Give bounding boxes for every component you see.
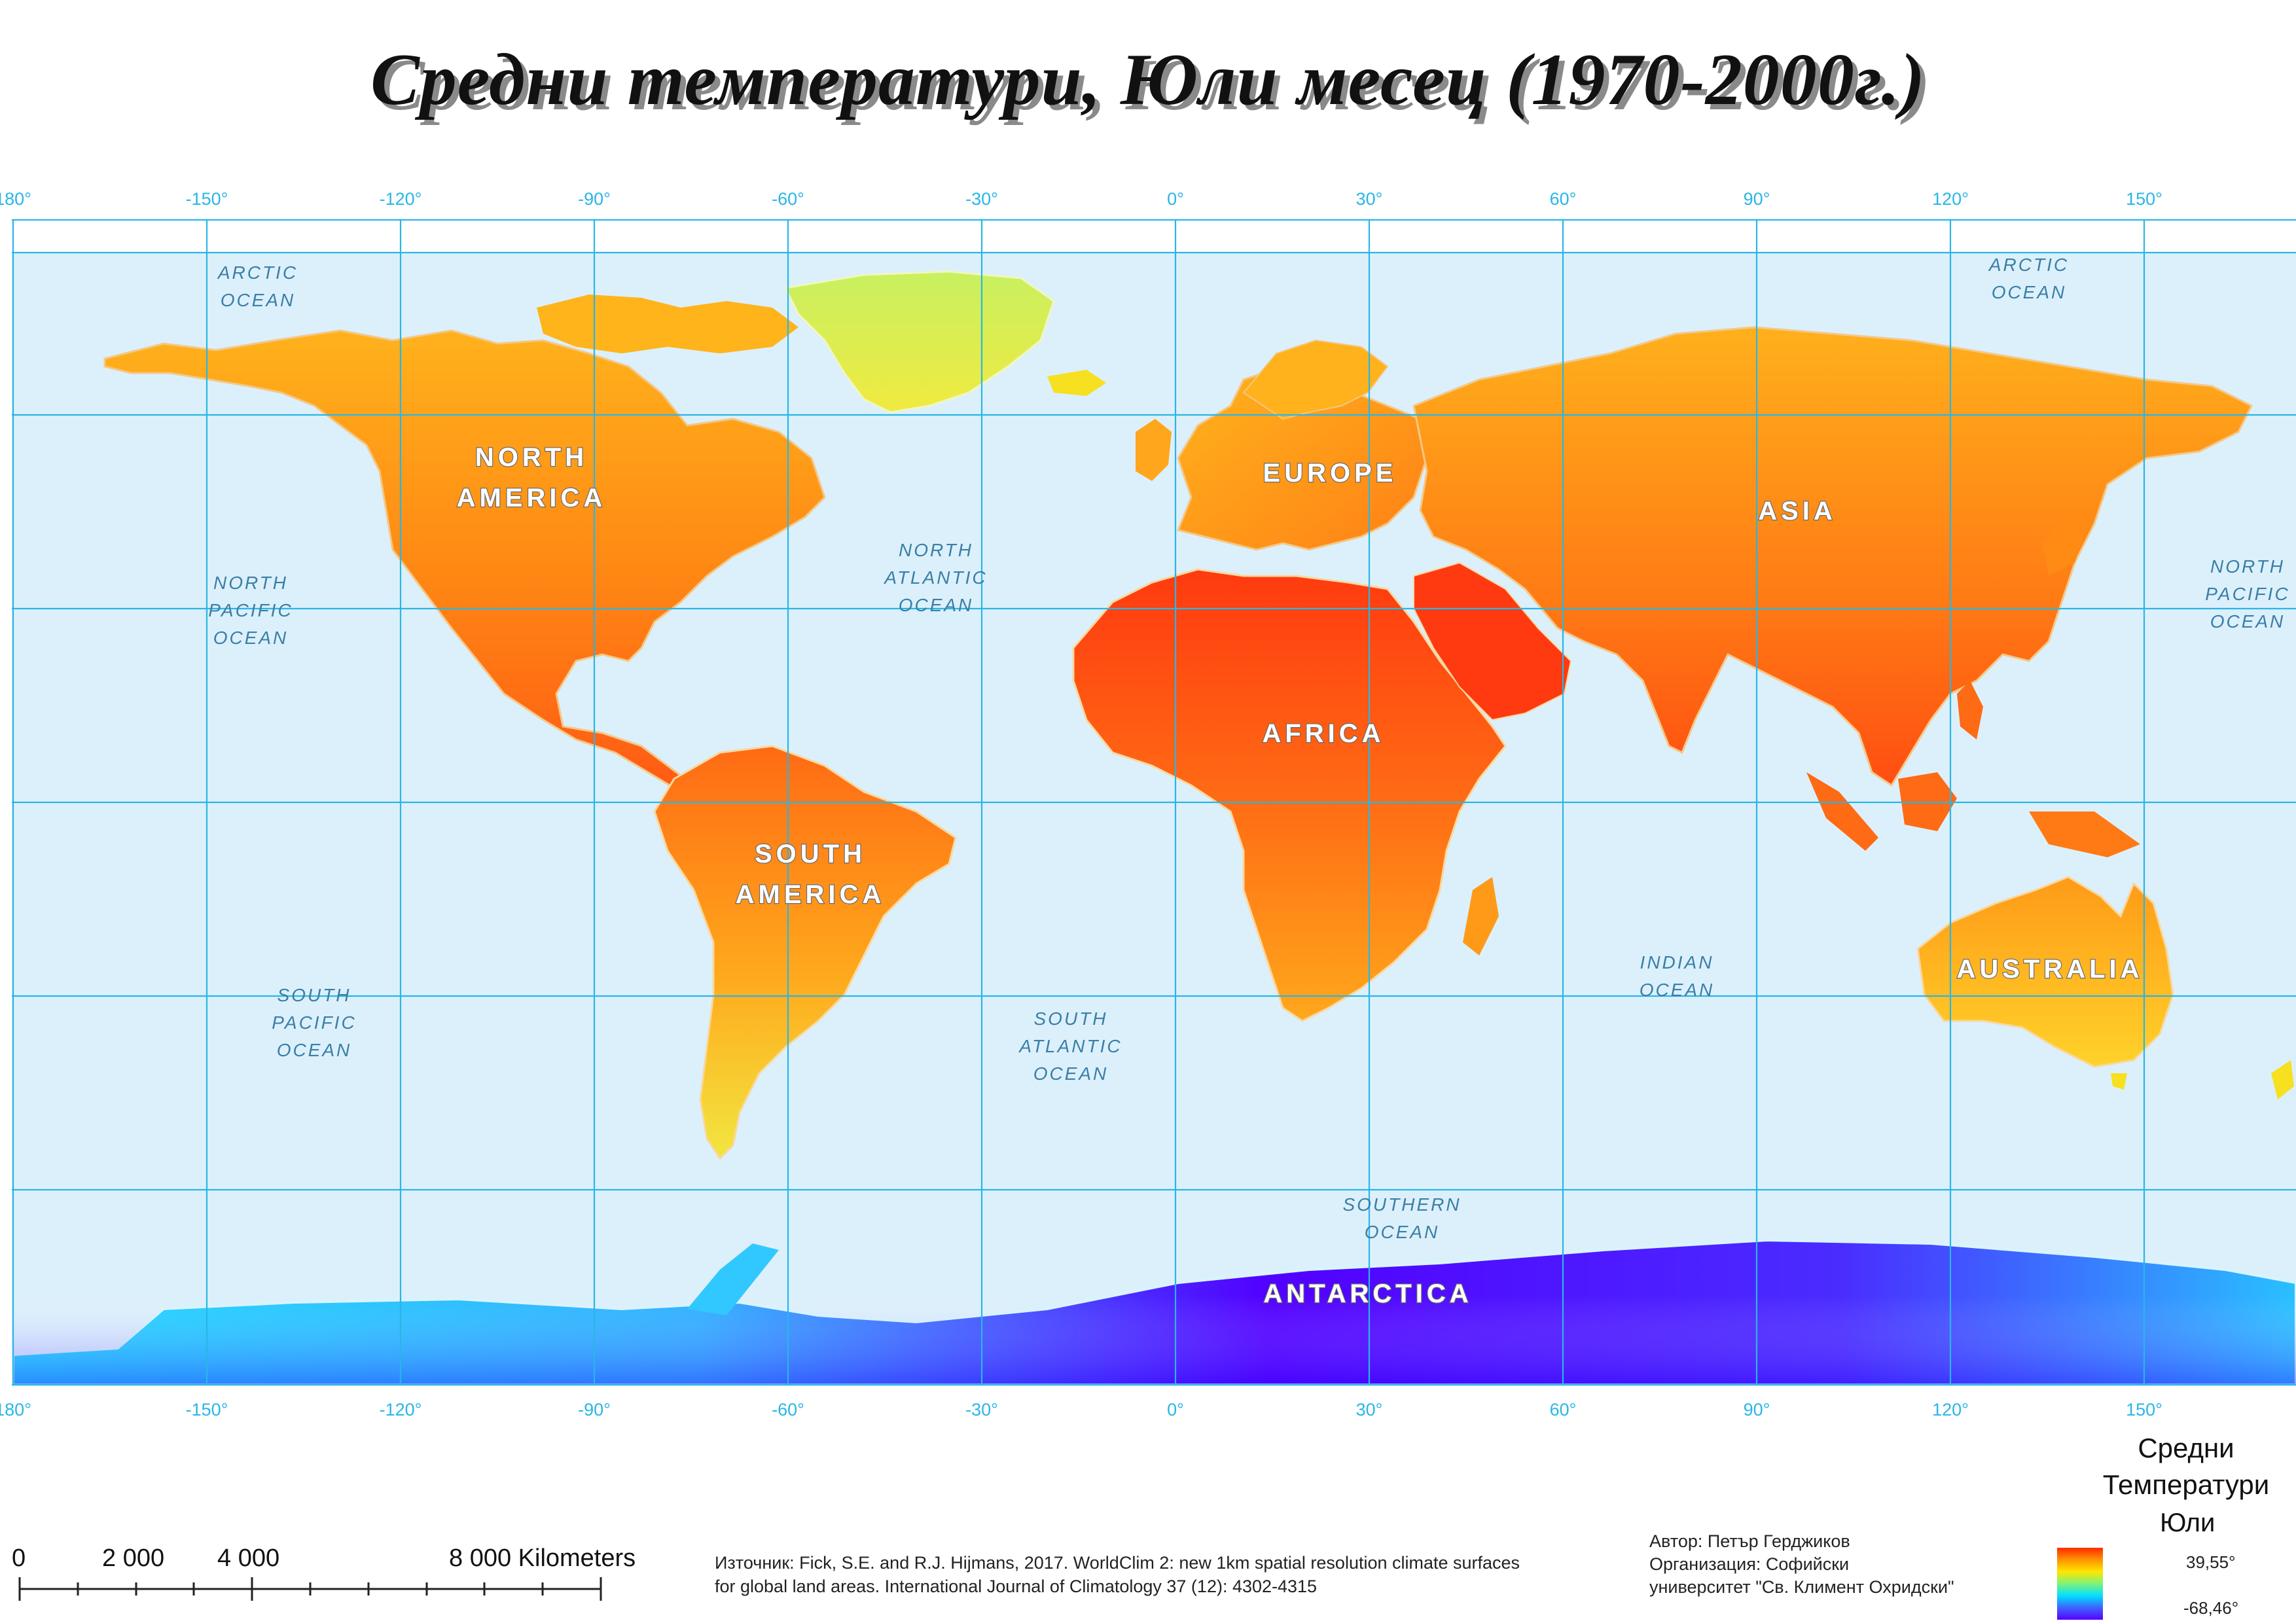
legend-min-value: -68,46° [2183,1598,2239,1618]
antarctic-peninsula [687,1243,779,1315]
longitude-labels-top: 180° -150° -120° -90° -60° -30° 0° 30° 6… [0,189,2162,209]
lon-label: 90° [1744,189,1770,209]
lon-label: 30° [1356,189,1383,209]
ocean-label-north-atlantic: NORTH ATLANTIC OCEAN [883,540,987,615]
continent-label-australia: AUSTRALIA [1956,955,2143,984]
continent-label-antarctica: ANTARCTICA [1263,1279,1472,1308]
australia-landmass [1916,876,2174,1068]
ocean-labels: ARCTIC OCEAN ARCTIC OCEAN NORTH PACIFIC OCEA… [208,255,2289,1242]
lon-label: -30° [965,1400,998,1419]
lon-label: -60° [772,189,804,209]
legend-title-line-2: Температури [2102,1469,2270,1500]
author-line-1: Автор: Петър Герджиков [1649,1531,1850,1551]
legend-subtitle: Юли [2160,1508,2215,1537]
antarctica-shade [13,1296,2296,1385]
ocean-label-arctic-east: ARCTIC OCEAN [1988,255,2069,302]
legend-max-value: 39,55° [2186,1552,2236,1572]
continent-label-africa: AFRICA [1262,719,1384,748]
lon-label: -30° [965,189,998,209]
iceland [1047,370,1106,396]
legend-title: Средни Температури [2094,1430,2278,1503]
ocean-label-arctic-west: ARCTIC OCEAN [217,262,298,310]
lon-label: 60° [1550,1400,1577,1419]
legend-color-ramp [2057,1548,2103,1620]
lon-label: -90° [578,189,611,209]
source-citation: Източник: Fick, S.E. and R.J. Hijmans, 2… [715,1551,1631,1598]
arctic-islands [537,294,798,353]
lon-label: 60° [1550,189,1577,209]
land-masses [12,270,2296,1386]
lon-label: 120° [1932,1400,1969,1419]
continent-label-south-america: SOUTH AMERICA [736,840,886,909]
sumatra [1806,772,1878,851]
ocean-label-southern: SOUTHERN OCEAN [1342,1194,1461,1242]
lon-label: -150° [186,189,228,209]
lon-label: -120° [380,189,422,209]
japan [2042,510,2088,576]
new-guinea [2029,812,2140,857]
new-zealand [2271,1060,2294,1099]
lon-label: -90° [578,1400,611,1419]
ocean-label-south-atlantic: SOUTH ATLANTIC OCEAN [1018,1008,1122,1084]
lon-label: 0° [1167,189,1184,209]
lon-label: 120° [1932,189,1969,209]
south-america-landmass [653,745,957,1160]
scale-label-2000: 2 000 [102,1544,165,1572]
author-block: Автор: Петър Герджиков Организация: Софи… [1649,1530,1990,1599]
philippines [1957,681,1983,740]
lon-label: 90° [1744,1400,1770,1419]
lon-label: -150° [186,1400,228,1419]
greenland-landmass [783,270,1055,414]
longitude-labels-bottom: 180° -150° -120° -90° -60° -30° 0° 30° 6… [0,1400,2162,1419]
scale-label-0: 0 [12,1544,26,1572]
lon-label: -60° [772,1400,804,1419]
graticule [12,219,2296,1386]
africa-landmass [1072,568,1507,1022]
lon-label: 150° [2126,1400,2162,1419]
scale-label-8000: 8 000 Kilometers [449,1544,636,1572]
scale-label-4000: 4 000 [217,1544,280,1572]
scale-bar [18,1577,602,1601]
tasmania [2111,1073,2127,1090]
british-isles [1136,419,1172,481]
author-line-3: университет "Св. Климент Охридски" [1649,1577,1954,1597]
ocean-label-north-pacific-west: NORTH PACIFIC OCEAN [208,573,293,648]
asia-landmass [1412,326,2253,787]
source-line-2: for global land areas. International Jou… [715,1577,1318,1596]
map-title: Средни температури, Юли месец (1970-2000… [370,39,1926,120]
continent-label-north-america: NORTH AMERICA [457,443,607,512]
legend-title-line-1: Средни [2138,1433,2234,1463]
source-line-1: Източник: Fick, S.E. and R.J. Hijmans, 2… [715,1553,1520,1573]
continent-label-europe: EUROPE [1263,459,1397,488]
madagascar [1463,877,1499,955]
lon-label: -120° [380,1400,422,1419]
continent-label-asia: ASIA [1758,497,1837,526]
lon-label: 30° [1356,1400,1383,1419]
author-line-2: Организация: Софийски [1649,1554,1850,1574]
continent-labels: NORTH AMERICA SOUTH AMERICA EUROPE AFRICA … [456,442,2143,1309]
lon-label: 0° [1167,1400,1184,1419]
ocean-label-north-pacific-east: NORTH PACIFIC OCEAN [2205,556,2289,632]
lon-label: 150° [2126,189,2162,209]
lon-label: 180° [0,189,31,209]
ocean-label-south-pacific: SOUTH PACIFIC OCEAN [272,985,356,1060]
lon-label: 180° [0,1400,31,1419]
north-america-landmass [103,329,826,793]
arabia-landmass [1413,562,1572,721]
ocean-label-indian: INDIAN OCEAN [1640,952,1715,1000]
